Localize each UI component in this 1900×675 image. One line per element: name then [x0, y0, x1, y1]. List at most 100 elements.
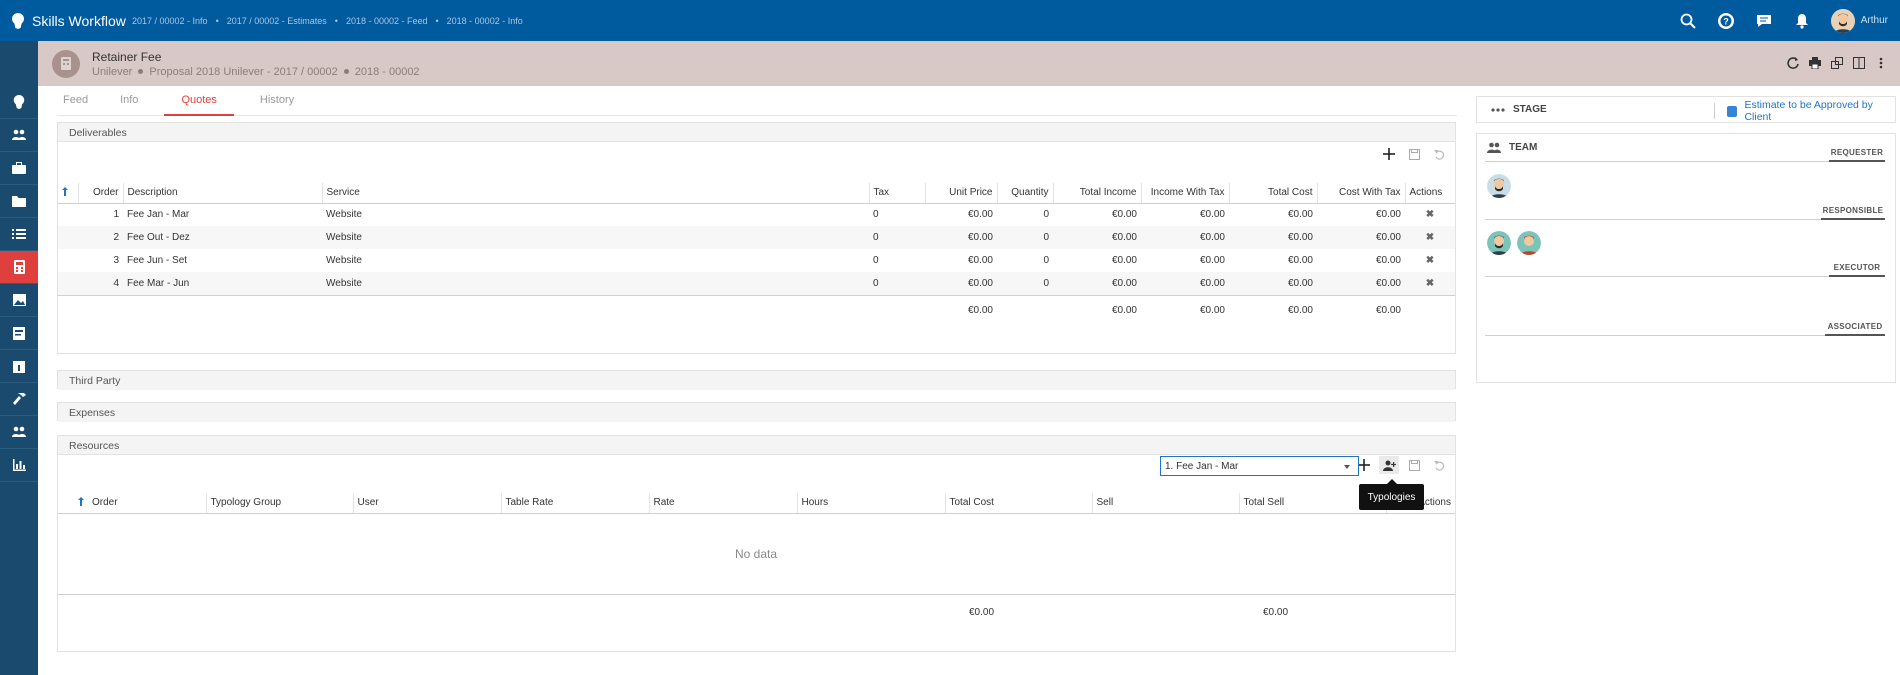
table-row[interactable]: 3 Fee Jun - Set Website 0 €0.00 0 €0.00 … [58, 249, 1455, 272]
add-resource-button[interactable] [1354, 456, 1374, 474]
column-header[interactable]: Cost With Tax [1317, 183, 1406, 204]
expenses-header[interactable]: Expenses [58, 403, 1455, 422]
search-icon[interactable] [1677, 10, 1699, 32]
duplicate-icon[interactable] [1828, 55, 1846, 71]
user-avatar[interactable] [1830, 8, 1855, 33]
breadcrumb-item[interactable]: 2018 - 00002 - Feed [345, 15, 428, 26]
cell-description[interactable]: Fee Mar - Jun [123, 272, 322, 295]
bell-icon[interactable] [1791, 10, 1813, 32]
column-header[interactable]: Total Cost [945, 493, 1093, 514]
column-header[interactable]: User [353, 493, 502, 514]
undo-icon[interactable] [1429, 145, 1449, 163]
column-header[interactable]: Table Rate [501, 493, 650, 514]
column-header[interactable]: Total Income [1053, 183, 1142, 204]
delete-row-icon[interactable]: ✖ [1425, 209, 1435, 221]
proposal-link[interactable]: Proposal 2018 Unilever - 2017 / 00002 [149, 65, 338, 78]
user-name[interactable]: Arthur [1860, 15, 1888, 26]
cell-tax[interactable]: 0 [869, 272, 925, 295]
table-row[interactable]: 1 Fee Jan - Mar Website 0 €0.00 0 €0.00 … [58, 203, 1455, 226]
deliverable-select[interactable]: 1. Fee Jan - Mar [1160, 456, 1359, 476]
sidebar-item-list[interactable] [0, 218, 38, 251]
tab-history[interactable]: History [259, 94, 295, 106]
undo-icon[interactable] [1429, 456, 1449, 474]
delete-row-icon[interactable]: ✖ [1425, 255, 1435, 266]
cell-quantity[interactable]: 0 [997, 226, 1053, 249]
chat-icon[interactable] [1753, 10, 1775, 32]
sidebar-item-reports[interactable] [0, 449, 38, 482]
column-header[interactable]: Unit Price [925, 183, 998, 204]
role-associated[interactable]: ASSOCIATED [1827, 322, 1883, 331]
sort-icon[interactable] [58, 183, 79, 204]
more-vertical-icon[interactable] [1872, 55, 1890, 71]
sort-icon[interactable] [58, 493, 88, 514]
team-member-avatar[interactable] [1517, 231, 1541, 255]
sidebar-item-folders[interactable] [0, 185, 38, 218]
sidebar-item-estimates[interactable] [0, 251, 38, 284]
column-header[interactable]: Quantity [997, 183, 1054, 204]
cell-tax[interactable]: 0 [869, 226, 925, 249]
breadcrumb-item[interactable]: 2017 / 00002 - Estimates [226, 15, 327, 26]
column-header[interactable]: Order [88, 493, 207, 514]
save-icon[interactable] [1404, 456, 1424, 474]
chevron-down-icon[interactable] [1344, 465, 1350, 469]
client-link[interactable]: Unilever [92, 65, 133, 78]
cell-quantity[interactable]: 0 [1043, 209, 1049, 221]
team-member-avatar[interactable] [1487, 174, 1511, 198]
sidebar-item-ideas[interactable] [0, 86, 38, 119]
delete-row-icon[interactable]: ✖ [1405, 272, 1455, 295]
add-deliverable-button[interactable] [1379, 145, 1399, 163]
cell-quantity[interactable]: 0 [997, 272, 1053, 295]
approval-checkbox-label[interactable]: Estimate to be Approved by Client [1744, 99, 1873, 123]
column-header[interactable]: Description [123, 183, 323, 204]
table-row[interactable]: 4 Fee Mar - Jun Website 0 €0.00 0 €0.00 … [58, 272, 1455, 295]
sidebar-item-people[interactable] [0, 416, 38, 449]
refresh-icon[interactable] [1784, 55, 1802, 71]
split-view-icon[interactable] [1850, 55, 1868, 71]
cell-tax[interactable]: 0 [873, 209, 879, 221]
approval-checkbox[interactable] [1727, 105, 1738, 117]
column-header[interactable]: Sell [1092, 493, 1240, 514]
cell-description[interactable]: Fee Jun - Set [127, 255, 188, 266]
typologies-button[interactable] [1379, 456, 1399, 474]
sidebar-item-media[interactable] [0, 284, 38, 317]
cell-service[interactable]: Website [322, 272, 869, 295]
sidebar-item-invoices[interactable] [0, 317, 38, 350]
cell-tax[interactable]: 0 [873, 255, 879, 266]
breadcrumb-item[interactable]: 2018 - 00002 - Info [446, 15, 523, 26]
column-header[interactable]: Typology Group [206, 493, 354, 514]
expenses-panel[interactable]: Expenses [57, 402, 1456, 422]
column-header[interactable]: Hours [797, 493, 946, 514]
role-executor[interactable]: EXECUTOR [1833, 263, 1881, 272]
column-header[interactable]: Rate [649, 493, 798, 514]
tab-quotes[interactable]: Quotes [164, 90, 234, 116]
column-header[interactable]: Order [78, 183, 124, 204]
save-icon[interactable] [1404, 145, 1424, 163]
column-header[interactable]: Service [322, 183, 870, 204]
role-requester[interactable]: REQUESTER [1830, 148, 1884, 157]
cell-service[interactable]: Website [326, 255, 362, 266]
third-party-panel[interactable]: Third Party [57, 370, 1456, 390]
table-row[interactable]: 2 Fee Out - Dez Website 0 €0.00 0 €0.00 … [58, 226, 1455, 249]
brand[interactable]: Skills Workflow [0, 12, 128, 29]
column-header[interactable]: Total Cost [1229, 183, 1318, 204]
cell-quantity[interactable]: 0 [1043, 255, 1049, 266]
print-icon[interactable] [1806, 55, 1824, 71]
deliverables-header[interactable]: Deliverables [58, 123, 1455, 142]
sidebar-item-briefcase[interactable] [0, 152, 38, 185]
breadcrumb-item[interactable]: 2017 / 00002 - Info [132, 15, 208, 26]
sidebar-item-calendar[interactable] [0, 350, 38, 383]
column-header[interactable]: Income With Tax [1141, 183, 1230, 204]
column-header[interactable]: Actions [1405, 183, 1455, 204]
resources-header[interactable]: Resources [58, 436, 1455, 455]
delete-row-icon[interactable]: ✖ [1405, 226, 1455, 249]
project-link[interactable]: 2018 - 00002 [354, 65, 420, 78]
tab-info[interactable]: Info [120, 94, 139, 106]
sidebar-item-clients[interactable] [0, 119, 38, 152]
cell-service[interactable]: Website [326, 209, 362, 221]
team-member-avatar[interactable] [1487, 231, 1511, 255]
more-horizontal-icon[interactable] [1491, 107, 1505, 112]
cell-service[interactable]: Website [322, 226, 869, 249]
approval-checkbox-group[interactable]: Estimate to be Approved by Client [1714, 99, 1895, 123]
third-party-header[interactable]: Third Party [58, 371, 1455, 390]
cell-description[interactable]: Fee Jan - Mar [127, 209, 190, 221]
